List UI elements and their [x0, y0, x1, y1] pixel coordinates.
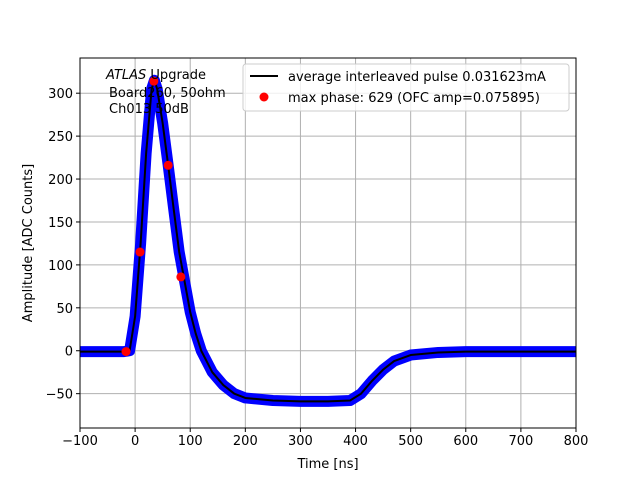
x-tick-label: 400 — [343, 434, 368, 449]
x-tick-label: 100 — [178, 434, 203, 449]
y-tick-label: 300 — [48, 87, 73, 102]
x-tick-label: 700 — [508, 434, 533, 449]
x-tick-label: 300 — [288, 434, 313, 449]
x-tick-label: 200 — [233, 434, 258, 449]
y-tick-label: 50 — [56, 302, 73, 317]
axes-frame — [79, 57, 577, 429]
y-tick-label: −50 — [46, 388, 73, 403]
svg-text:ATLAS Upgrade: ATLAS Upgrade — [105, 68, 206, 83]
max-phase-point — [176, 272, 186, 282]
x-tick-label: 0 — [131, 434, 139, 449]
annotation: ATLAS Upgrade Board260, 50ohm Ch013 50dB — [105, 68, 226, 117]
annotation-board: Board260, 50ohm — [109, 86, 226, 101]
x-axis-label: Time [ns] — [296, 457, 358, 472]
legend-entry-average: average interleaved pulse 0.031623mA — [288, 70, 546, 85]
plot-area — [80, 74, 576, 407]
annotation-channel: Ch013 50dB — [109, 102, 189, 117]
max-phase-point — [135, 247, 145, 257]
y-tick-label: 250 — [48, 130, 73, 145]
y-tick-label: 200 — [48, 173, 73, 188]
annotation-atlas: ATLAS — [105, 68, 146, 83]
y-tick-label: 0 — [65, 345, 73, 360]
y-axis-label: Amplitude [ADC Counts] — [21, 164, 36, 322]
legend-box — [242, 63, 570, 112]
y-tick-label: 150 — [48, 216, 73, 231]
annotation-upgrade: Upgrade — [150, 68, 206, 83]
max-phase-point — [121, 347, 131, 357]
legend-dot-marker — [259, 92, 269, 102]
legend: average interleaved pulse 0.031623mA max… — [242, 63, 570, 112]
ticks: −100 0 100 200 300 400 500 600 700 800 −50 0 50 100 15… — [46, 87, 589, 449]
max-phase-point — [149, 76, 159, 86]
average-pulse-line — [80, 79, 576, 403]
legend-entry-max-phase: max phase: 629 (OFC amp=0.075895) — [288, 91, 540, 106]
x-tick-label: 500 — [398, 434, 423, 449]
data-band — [80, 74, 576, 407]
x-tick-label: 600 — [453, 434, 478, 449]
x-tick-label: 800 — [564, 434, 589, 449]
x-tick-label: −100 — [62, 434, 98, 449]
max-phase-point — [163, 160, 173, 170]
y-tick-label: 100 — [48, 259, 73, 274]
